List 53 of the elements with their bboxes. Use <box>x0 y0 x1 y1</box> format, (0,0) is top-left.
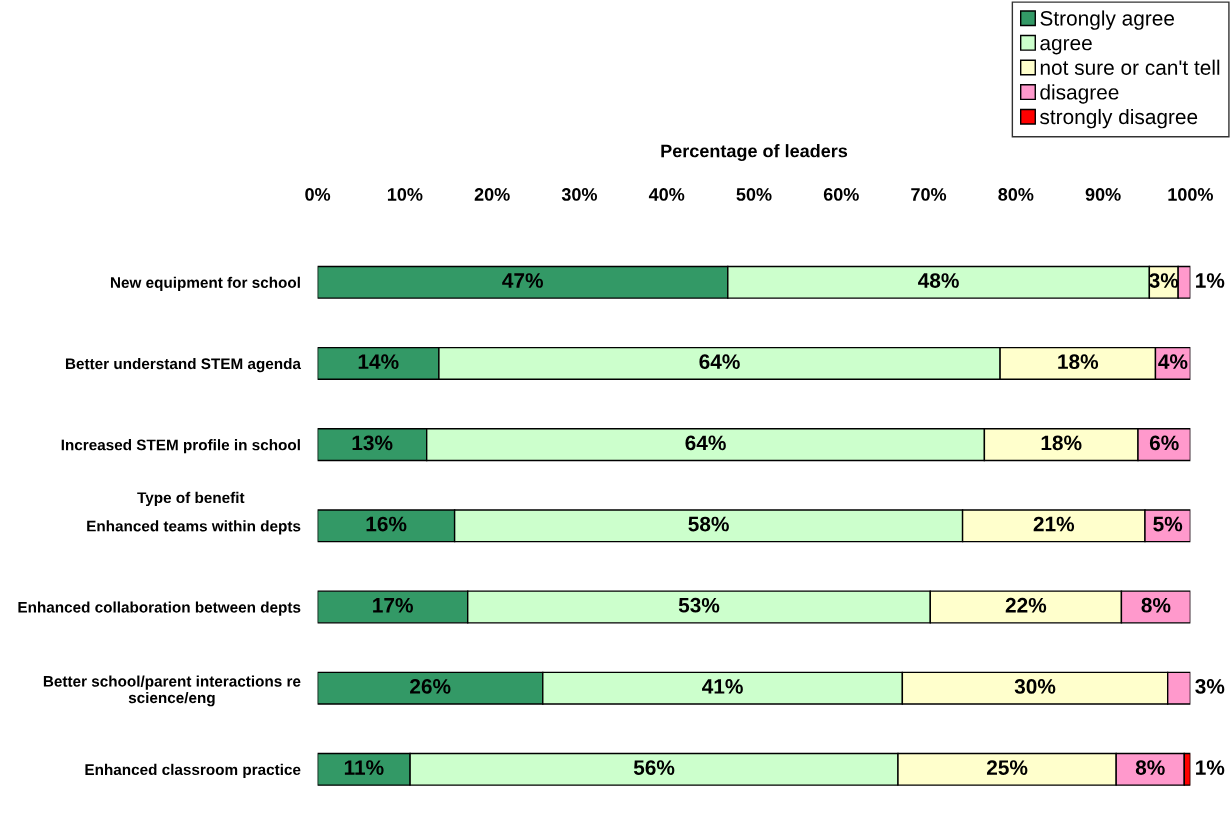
data-label: 6% <box>1149 435 1179 451</box>
data-label: 58% <box>688 516 729 532</box>
legend-label: agree <box>1040 38 1092 55</box>
data-label: 56% <box>633 760 675 775</box>
legend-label: Strongly agree <box>1040 10 1175 30</box>
data-label: 21% <box>1033 516 1075 532</box>
data-label: 16% <box>366 516 407 532</box>
data-label: 11% <box>344 760 384 775</box>
data-label: 48% <box>918 273 959 288</box>
y-tick-label: Enhanced classroom practice <box>85 763 301 779</box>
data-label: 18% <box>1058 354 1099 370</box>
data-label: 4% <box>1158 354 1188 370</box>
y-tick-label: Better school/parent interactions re science/eng <box>43 675 301 707</box>
data-label: 1% <box>1196 760 1225 775</box>
data-label: 30% <box>1014 679 1056 694</box>
data-label: 26% <box>410 679 451 694</box>
data-label: 53% <box>678 597 720 613</box>
data-label: 25% <box>986 760 1028 775</box>
x-tick-label: 70% <box>911 188 947 201</box>
data-label: 22% <box>1005 597 1047 613</box>
data-label: 18% <box>1041 435 1082 451</box>
data-label: 8% <box>1135 760 1165 775</box>
data-label: 17% <box>373 597 413 613</box>
x-tick-label: 80% <box>998 188 1034 201</box>
data-label: 47% <box>502 273 543 288</box>
y-tick-label: Increased STEM profile in school <box>61 439 300 454</box>
x-tick-label: 40% <box>648 188 685 201</box>
x-tick-label: 100% <box>1168 188 1213 201</box>
y-tick-label: New equipment for school <box>110 276 300 291</box>
x-tick-label: 0% <box>305 188 331 201</box>
legend-label: disagree <box>1040 84 1119 104</box>
data-label: 13% <box>352 435 393 451</box>
x-tick-label: 50% <box>736 188 772 201</box>
x-tick-label: 90% <box>1085 188 1121 201</box>
data-label: 41% <box>702 679 743 694</box>
x-tick-label: 30% <box>561 188 598 201</box>
x-tick-label: 20% <box>474 188 510 201</box>
y-tick-label: Enhanced teams within depts <box>87 520 301 535</box>
legend-label: strongly disagree <box>1040 108 1198 129</box>
data-label: 64% <box>685 435 726 451</box>
data-label: 14% <box>358 354 399 370</box>
y-tick-label: Enhanced collaboration between depts <box>18 601 301 616</box>
x-tick-label: 60% <box>823 188 859 201</box>
chart-title: Percentage of leaders <box>661 144 848 162</box>
x-tick-label: 10% <box>387 188 423 201</box>
data-label: 3% <box>1195 679 1225 694</box>
y-tick-label: Better understand STEM agenda <box>65 357 302 373</box>
data-label: 8% <box>1141 597 1171 613</box>
data-label: 1% <box>1196 273 1225 288</box>
y-axis-title: Type of benefit <box>137 491 245 507</box>
data-label: 5% <box>1153 516 1183 532</box>
data-label: 64% <box>699 354 740 370</box>
legend-label: not sure or can't tell <box>1040 59 1220 75</box>
